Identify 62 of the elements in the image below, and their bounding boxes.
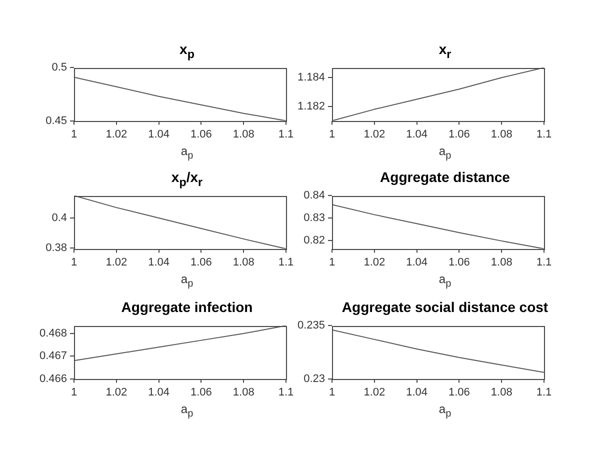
y-tick-label: 0.466 — [39, 372, 67, 385]
y-tick-label: 1.182 — [297, 100, 325, 112]
x-axis-title: a$_{p}$ — [438, 272, 452, 290]
x-axis-title: a$_{p}$ — [180, 402, 194, 420]
x-axis-title: a$_{p}$ — [438, 144, 452, 162]
chart-title: x$_{p}$/x$_{r}$ — [170, 168, 204, 189]
y-tick-label: 0.82 — [304, 234, 325, 247]
x-tick-label: 1.04 — [148, 256, 170, 268]
x-tick-label: 1 — [70, 386, 78, 398]
x-tick-label: 1.02 — [364, 256, 386, 268]
chart-title: Aggregate social distance cost — [340, 298, 550, 316]
x-tick-label: 1.1 — [536, 128, 552, 140]
x-tick-label: 1.1 — [536, 256, 552, 268]
x-tick-label: 1.06 — [448, 128, 470, 140]
x-tick-label: 1.1 — [536, 386, 552, 398]
x-tick-label: 1.02 — [106, 128, 128, 140]
x-tick-label: 1.06 — [190, 128, 212, 140]
x-tick-label: 1.08 — [232, 386, 254, 398]
x-tick-label: 1.02 — [106, 256, 128, 268]
x-tick-label: 1.04 — [148, 386, 170, 398]
x-tick-label: 1 — [328, 128, 336, 140]
x-tick-label: 1.04 — [406, 386, 428, 398]
y-tick-label: 0.235 — [297, 320, 325, 332]
x-tick-label: 1.06 — [448, 256, 470, 268]
y-tick-label: 1.184 — [297, 72, 325, 84]
x-tick-label: 1.08 — [490, 256, 512, 268]
x-axis-title: a$_{p}$ — [180, 144, 194, 162]
x-tick-label: 1 — [328, 386, 336, 398]
x-axis-title: a$_{p}$ — [438, 402, 452, 420]
y-tick-label: 0.23 — [304, 372, 325, 385]
x-tick-label: 1 — [70, 128, 78, 140]
y-tick-label: 0.4 — [52, 212, 67, 224]
x-tick-label: 1.1 — [278, 128, 294, 140]
chart-title: Aggregate infection — [120, 298, 254, 316]
x-tick-label: 1.06 — [190, 256, 212, 268]
chart-title: x$_{r}$ — [438, 40, 452, 61]
x-tick-label: 1.1 — [278, 386, 294, 398]
x-tick-label: 1.08 — [490, 128, 512, 140]
y-tick-label: 0.468 — [39, 328, 67, 340]
x-tick-label: 1.06 — [448, 386, 470, 398]
y-tick-label: 0.45 — [46, 114, 67, 127]
x-tick-label: 1.06 — [190, 386, 212, 398]
x-tick-label: 1 — [70, 256, 78, 268]
x-tick-label: 1.08 — [232, 256, 254, 268]
x-tick-label: 1.02 — [364, 128, 386, 140]
x-tick-label: 1 — [328, 256, 336, 268]
y-tick-label: 0.84 — [304, 190, 325, 202]
x-tick-label: 1.08 — [232, 128, 254, 140]
chart-title: x$_{p}$ — [178, 40, 196, 61]
x-tick-label: 1.02 — [364, 386, 386, 398]
x-tick-label: 1.04 — [406, 256, 428, 268]
y-tick-label: 0.38 — [46, 242, 67, 254]
x-axis-title: a$_{p}$ — [180, 272, 194, 290]
x-tick-label: 1.02 — [106, 386, 128, 398]
y-tick-label: 0.5 — [52, 62, 67, 74]
y-tick-label: 0.467 — [39, 350, 67, 362]
x-tick-label: 1.04 — [406, 128, 428, 140]
y-tick-label: 0.83 — [304, 212, 325, 224]
x-tick-label: 1.1 — [278, 256, 294, 268]
x-tick-label: 1.04 — [148, 128, 170, 140]
chart-title: Aggregate distance — [379, 168, 511, 186]
x-tick-label: 1.08 — [490, 386, 512, 398]
